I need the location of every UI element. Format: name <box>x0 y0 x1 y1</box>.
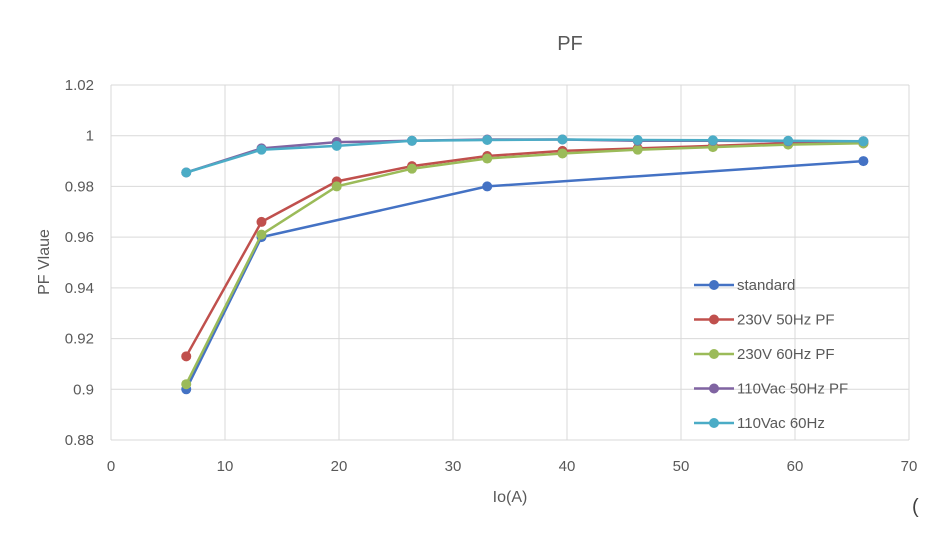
y-axis-label: PF Vlaue <box>36 229 53 295</box>
data-point <box>181 379 192 390</box>
data-point <box>406 135 417 146</box>
legend-swatch-marker <box>709 349 719 359</box>
data-point <box>181 351 192 362</box>
series-line <box>185 159 864 390</box>
grid <box>110 84 910 441</box>
series-0 <box>181 156 869 395</box>
x-tick-label: 60 <box>787 458 804 475</box>
data-point <box>256 229 267 240</box>
data-point <box>181 167 192 178</box>
legend-entry-1: 230V 50Hz PF <box>694 312 835 329</box>
data-point <box>858 136 869 147</box>
chart-title: PF <box>557 33 583 55</box>
series-2 <box>181 138 869 390</box>
legend-label: 230V 50Hz PF <box>737 312 835 329</box>
legend: standard 230V 50Hz PF 230V 60Hz PF 110Vac 5… <box>694 277 848 432</box>
legend-swatch-marker <box>709 383 719 394</box>
data-point <box>632 144 643 155</box>
data-point <box>557 134 568 145</box>
data-point <box>482 135 493 146</box>
legend-swatch-marker <box>709 280 719 290</box>
legend-entry-2: 230V 60Hz PF <box>694 346 835 363</box>
y-tick-label: 0.92 <box>65 331 94 348</box>
legend-entry-4: 110Vac 60Hz <box>694 415 825 432</box>
axes: 0 10 20 30 40 50 60 700.880.90.920.940.960.9811… <box>65 77 918 475</box>
series-line <box>185 142 864 385</box>
y-tick-label: 1 <box>86 128 94 145</box>
x-axis-label: Io(A) <box>493 489 528 506</box>
legend-entry-3: 110Vac 50Hz PF <box>694 381 848 398</box>
series-lines <box>181 134 869 395</box>
legend-swatch-marker <box>709 418 719 428</box>
x-tick-label: 10 <box>217 458 234 475</box>
data-point <box>482 181 493 192</box>
legend-label: 110Vac 50Hz PF <box>737 381 848 398</box>
legend-label: standard <box>737 277 795 294</box>
data-point <box>406 163 417 174</box>
x-tick-label: 70 <box>901 458 918 475</box>
y-tick-label: 0.98 <box>65 178 94 195</box>
series-line <box>185 138 864 174</box>
data-point <box>331 181 342 192</box>
series-4 <box>181 134 869 178</box>
data-point <box>557 148 568 159</box>
data-point <box>783 135 794 146</box>
legend-label: 110Vac 60Hz <box>737 415 825 432</box>
legend-entry-0: standard <box>694 277 795 294</box>
y-tick-label: 0.94 <box>65 280 94 297</box>
data-point <box>632 135 643 146</box>
y-tick-label: 0.96 <box>65 229 94 246</box>
x-tick-label: 20 <box>331 458 348 475</box>
corner-glyph: ( <box>912 496 919 518</box>
x-tick-label: 0 <box>107 458 115 475</box>
data-point <box>482 153 493 164</box>
x-tick-label: 50 <box>673 458 690 475</box>
legend-label: 230V 60Hz PF <box>737 346 835 363</box>
legend-swatch-marker <box>709 314 719 325</box>
y-tick-label: 0.9 <box>73 381 94 398</box>
data-point <box>256 144 267 155</box>
x-tick-label: 30 <box>445 458 462 475</box>
data-point <box>331 140 342 151</box>
data-point <box>858 156 869 167</box>
y-tick-label: 0.88 <box>65 432 94 449</box>
data-point <box>256 216 267 227</box>
y-tick-label: 1.02 <box>65 77 94 94</box>
data-point <box>707 135 718 146</box>
x-tick-label: 40 <box>559 458 576 475</box>
